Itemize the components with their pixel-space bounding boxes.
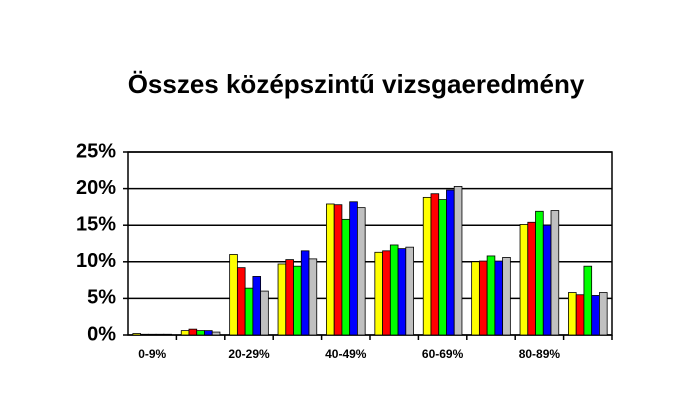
x-tick-label: 0-9% <box>138 347 166 361</box>
bar <box>519 224 529 336</box>
x-tick-label: 20-29% <box>228 347 270 361</box>
bar <box>341 218 351 336</box>
bar <box>397 248 407 336</box>
y-tick-label: 10% <box>76 250 116 272</box>
y-tick-label: 15% <box>76 213 116 235</box>
bar <box>389 244 399 336</box>
bar <box>252 276 262 336</box>
chart-title: Összes középszintű vizsgaeredmény <box>128 69 585 99</box>
bar <box>180 330 190 336</box>
bar <box>382 250 391 336</box>
y-tick-label: 0% <box>87 323 116 345</box>
bar <box>260 290 269 336</box>
y-tick-label: 5% <box>87 287 116 309</box>
bar <box>147 333 157 336</box>
bar <box>550 210 560 336</box>
x-tick-label: 40-49% <box>325 347 367 361</box>
bar <box>285 259 294 336</box>
bar <box>308 258 318 336</box>
bar <box>155 333 165 336</box>
bar <box>453 186 463 336</box>
bar <box>188 328 198 336</box>
bar <box>333 204 343 336</box>
bar <box>293 265 302 336</box>
bar <box>326 203 335 336</box>
bar <box>349 201 358 336</box>
bar <box>374 251 383 336</box>
bar <box>575 294 585 336</box>
bar <box>196 330 205 336</box>
bar <box>494 260 504 336</box>
bar <box>277 263 287 336</box>
bar <box>163 333 172 336</box>
bar <box>583 265 593 336</box>
bar <box>542 224 552 336</box>
bar <box>438 199 447 336</box>
x-tick-label: 80-89% <box>519 347 561 361</box>
bar <box>211 331 221 336</box>
bar <box>478 260 488 336</box>
bar <box>357 207 366 336</box>
bar <box>591 295 600 336</box>
bar <box>502 257 511 336</box>
bar <box>527 221 536 336</box>
bar <box>140 333 149 336</box>
bar <box>568 292 577 336</box>
bar <box>535 210 544 336</box>
y-tick-label: 20% <box>76 177 116 199</box>
bar <box>422 196 432 336</box>
y-tick-label: 25% <box>76 140 116 162</box>
bar <box>446 189 455 336</box>
bar <box>132 333 141 336</box>
bar <box>486 255 496 336</box>
bar <box>430 193 440 336</box>
bar <box>300 250 310 336</box>
bar <box>599 292 608 336</box>
bar <box>405 246 414 336</box>
bar <box>236 267 246 336</box>
bar <box>471 261 480 336</box>
bar <box>244 287 254 336</box>
bar <box>229 254 238 336</box>
bar <box>204 330 213 336</box>
x-tick-label: 60-69% <box>422 347 464 361</box>
